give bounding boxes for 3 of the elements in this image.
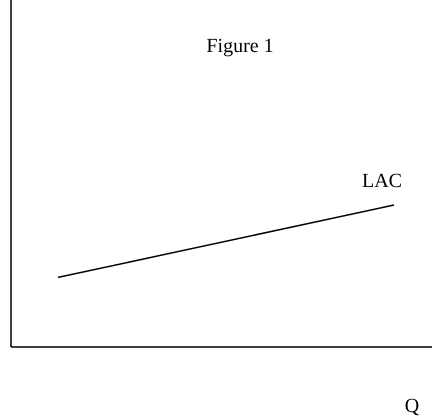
series-label: LAC <box>362 170 402 192</box>
x-axis-title: Q <box>404 395 420 417</box>
chart-title: Figure 1 <box>206 35 274 57</box>
